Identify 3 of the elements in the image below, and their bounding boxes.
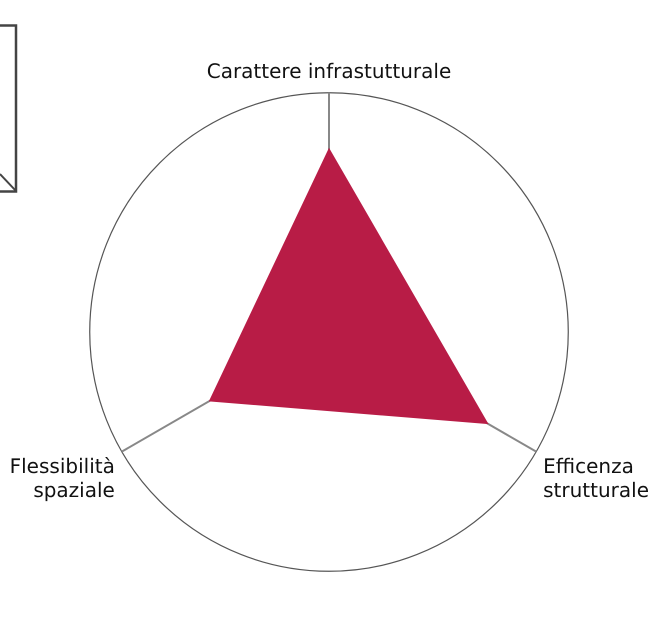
spoke-label: Efficenza strutturale: [543, 454, 649, 502]
spoke-label: Flessibilità spaziale: [10, 454, 115, 502]
spoke-label: Carattere infrastutturale: [206, 58, 452, 83]
